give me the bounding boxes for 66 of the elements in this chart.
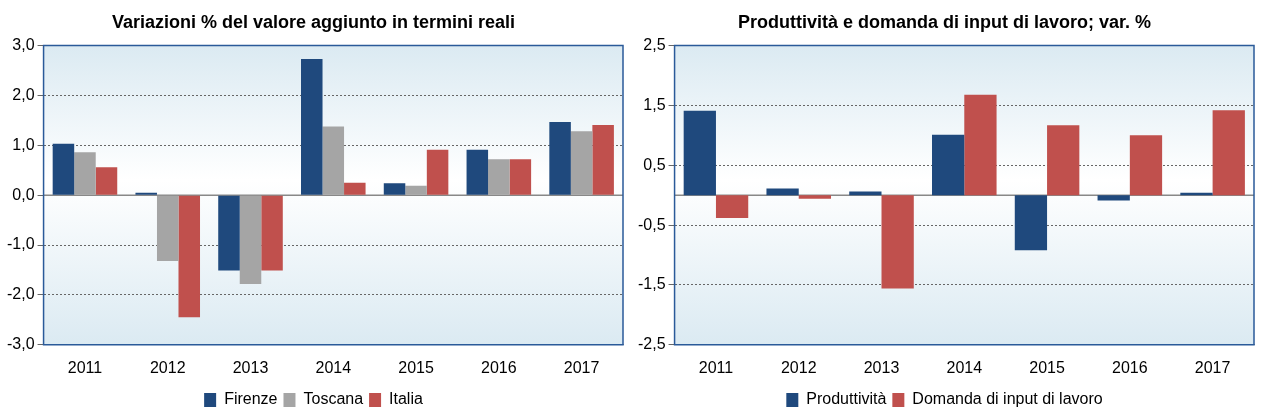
bar	[570, 131, 593, 195]
bar	[683, 110, 716, 196]
bar	[932, 134, 965, 196]
bar	[964, 94, 997, 196]
bar	[261, 195, 283, 271]
bar	[466, 149, 489, 195]
bar	[426, 149, 449, 195]
x-tick-label: 2016	[1112, 358, 1148, 376]
y-tick-label: 1,0	[12, 135, 35, 153]
y-tick-label: 0,0	[12, 185, 35, 203]
x-tick-label: 2014	[315, 358, 352, 376]
chart-title: Variazioni % del valore aggiunto in termini reali	[111, 11, 516, 32]
legend-label: Toscana	[303, 390, 364, 408]
bar	[766, 188, 799, 196]
chart-title: Produttività e domanda di input di lavoro; var. %	[737, 11, 1152, 32]
bar	[798, 195, 832, 199]
x-tick-label: 2015	[1029, 358, 1065, 376]
x-tick-label: 2013	[863, 358, 900, 376]
bar	[95, 167, 118, 195]
bar	[1014, 195, 1048, 251]
y-tick-label: -1,0	[6, 235, 35, 253]
bar	[405, 185, 427, 195]
y-tick-label: 2,5	[643, 36, 666, 54]
bar	[239, 195, 262, 284]
bar	[881, 195, 914, 289]
bar	[488, 159, 510, 195]
bar	[1047, 125, 1080, 196]
y-tick-label: -3,0	[6, 335, 35, 353]
legend-label: Firenze	[224, 390, 278, 408]
bar	[1097, 195, 1130, 201]
bar	[383, 183, 406, 195]
x-tick-label: 2016	[481, 358, 517, 376]
bar	[218, 195, 240, 271]
y-tick-label: 2,0	[12, 85, 35, 103]
y-tick-label: -2,5	[637, 335, 666, 353]
legend-label: Domanda di input di lavoro	[912, 390, 1103, 408]
bar	[156, 195, 179, 262]
bar	[322, 126, 345, 195]
y-tick-label: -1,5	[637, 275, 666, 293]
x-tick-label: 2017	[563, 358, 600, 376]
bar	[715, 195, 749, 218]
x-tick-label: 2011	[698, 358, 734, 376]
bar	[52, 143, 75, 195]
bar	[1129, 135, 1163, 196]
bar	[1212, 110, 1245, 196]
x-tick-label: 2017	[1194, 358, 1231, 376]
legend-label: Italia	[389, 390, 423, 408]
bar	[74, 152, 96, 195]
bar	[178, 195, 201, 318]
x-tick-label: 2013	[232, 358, 269, 376]
bar	[509, 159, 532, 195]
bar	[344, 182, 366, 195]
y-tick-label: 1,5	[643, 95, 666, 113]
y-tick-label: -2,0	[6, 285, 35, 303]
bar	[592, 124, 614, 195]
y-tick-label: 3,0	[12, 36, 35, 54]
x-tick-label: 2015	[398, 358, 434, 376]
bar	[549, 121, 571, 195]
bar	[301, 59, 323, 195]
x-tick-label: 2011	[67, 358, 103, 376]
y-tick-label: -0,5	[637, 215, 666, 233]
x-tick-label: 2012	[149, 358, 186, 376]
x-tick-label: 2014	[946, 358, 983, 376]
x-tick-label: 2012	[780, 358, 817, 376]
y-tick-label: 0,5	[643, 155, 666, 173]
legend-label: Produttività	[806, 390, 887, 408]
